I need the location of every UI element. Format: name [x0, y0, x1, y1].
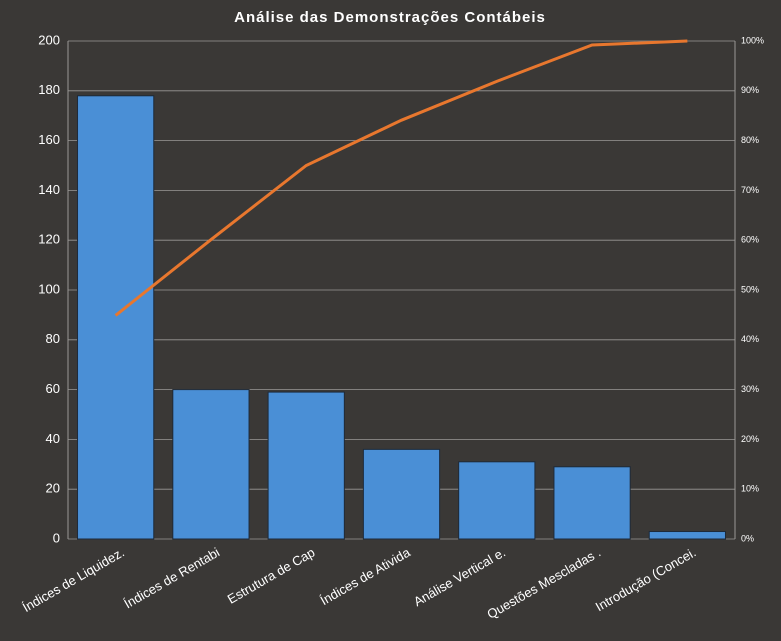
y2-tick-label: 60%	[741, 235, 759, 245]
bar	[267, 391, 345, 540]
y2-tick-label: 10%	[741, 484, 759, 494]
bar	[362, 448, 441, 540]
bar	[172, 389, 250, 540]
bar	[553, 466, 631, 540]
y-tick-label: 180	[38, 82, 60, 97]
y2-tick-label: 30%	[741, 384, 759, 394]
y-tick-label: 60	[46, 381, 60, 396]
y2-tick-label: 70%	[741, 185, 759, 195]
line	[114, 39, 688, 317]
bar	[648, 531, 726, 540]
y-tick-label: 80	[46, 331, 60, 346]
y-tick-label: 200	[38, 32, 60, 47]
y-tick-label: 120	[38, 232, 60, 247]
y-tick-label: 40	[46, 431, 60, 446]
y-tick-label: 20	[46, 481, 60, 496]
bar	[458, 461, 536, 540]
y-tick-label: 160	[38, 132, 60, 147]
chart-title: Análise das Demonstrações Contábeis	[234, 9, 546, 26]
bar	[77, 95, 155, 540]
y2-tick-label: 40%	[741, 334, 759, 344]
y2-tick-label: 80%	[741, 135, 759, 145]
y-tick-label: 140	[38, 182, 60, 197]
y2-tick-label: 0%	[741, 533, 754, 543]
y2-tick-label: 20%	[741, 434, 759, 444]
y-tick-label: 100	[38, 281, 60, 296]
y-tick-label: 0	[53, 530, 60, 545]
y2-tick-label: 90%	[741, 85, 759, 95]
y2-tick-label: 50%	[741, 284, 759, 294]
y2-tick-label: 100%	[741, 35, 764, 45]
